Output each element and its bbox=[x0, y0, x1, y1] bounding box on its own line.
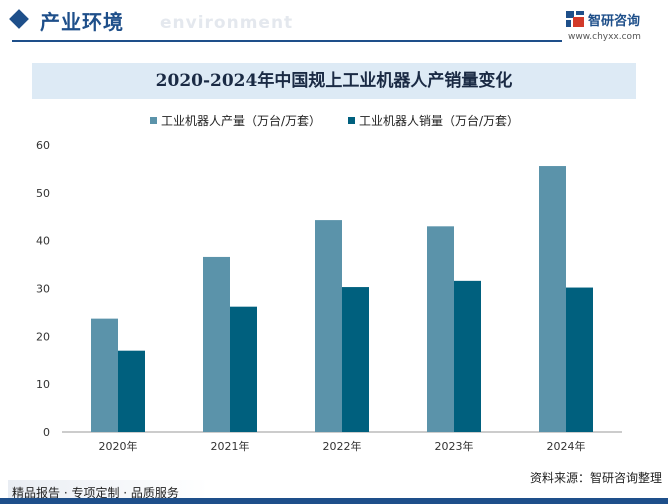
x-tick-label: 2022年 bbox=[323, 439, 362, 453]
bar-production bbox=[427, 226, 454, 432]
legend-label-sales: 工业机器人销量（万台/万套） bbox=[359, 114, 520, 128]
logo-name: 智研咨询 bbox=[588, 14, 641, 29]
legend-swatch-production bbox=[150, 117, 157, 124]
y-tick-label: 60 bbox=[36, 139, 50, 152]
bar-production bbox=[91, 318, 118, 432]
bar-sales bbox=[230, 306, 257, 432]
chart-title: 2020-2024年中国规上工业机器人产销量变化 bbox=[155, 71, 513, 91]
legend-swatch-sales bbox=[348, 117, 355, 124]
y-tick-label: 10 bbox=[36, 378, 50, 391]
section-title: 产业环境 bbox=[40, 10, 124, 34]
y-tick-label: 30 bbox=[36, 283, 50, 296]
y-tick-label: 0 bbox=[43, 426, 50, 439]
footer-shadow bbox=[8, 480, 208, 498]
header-divider bbox=[12, 40, 562, 42]
header: 产业环境 environment 智研咨询 www.chyxx.com bbox=[0, 0, 668, 44]
x-tick-label: 2020年 bbox=[99, 439, 138, 453]
y-tick-label: 50 bbox=[36, 187, 50, 200]
x-tick-label: 2021年 bbox=[211, 439, 250, 453]
bar-production bbox=[203, 256, 230, 432]
bar-sales bbox=[118, 350, 145, 432]
logo-icon bbox=[566, 11, 584, 27]
x-tick-label: 2024年 bbox=[547, 439, 586, 453]
y-tick-label: 20 bbox=[36, 330, 50, 343]
bar-production bbox=[539, 166, 566, 432]
footer-tagline: 精品报告 · 专项定制 · 品质服务 bbox=[12, 486, 179, 500]
footer-source: 资料来源：智研咨询整理 bbox=[529, 471, 662, 485]
y-tick-label: 40 bbox=[36, 235, 50, 248]
x-tick-label: 2023年 bbox=[435, 439, 474, 453]
logo: 智研咨询 www.chyxx.com bbox=[566, 8, 666, 44]
bar-sales bbox=[342, 287, 369, 432]
section-title-english: environment bbox=[160, 13, 294, 33]
bar-sales bbox=[454, 280, 481, 432]
legend-label-production: 工业机器人产量（万台/万套） bbox=[161, 114, 322, 128]
logo-url: www.chyxx.com bbox=[568, 32, 641, 42]
bar-production bbox=[315, 220, 342, 432]
bar-sales bbox=[566, 287, 593, 432]
footer-bar bbox=[0, 498, 668, 504]
chart-title-band: 2020-2024年中国规上工业机器人产销量变化 bbox=[32, 63, 636, 99]
